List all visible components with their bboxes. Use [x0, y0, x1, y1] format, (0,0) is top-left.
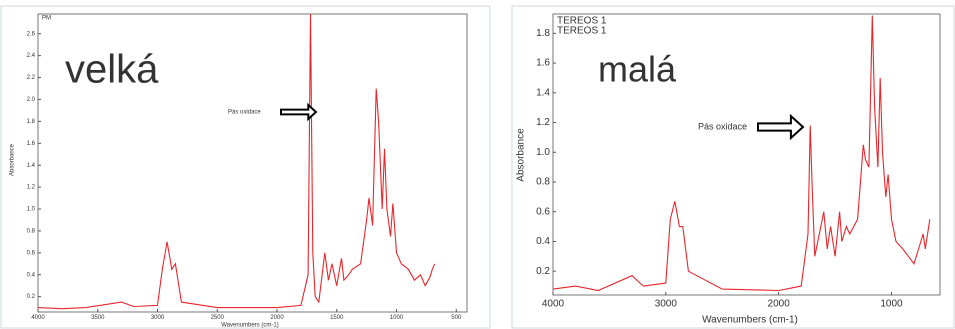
- legend-entry: TEREOS 1: [557, 26, 607, 37]
- x-tick-label: 3000: [655, 299, 678, 310]
- y-tick-label: 0.6: [536, 206, 550, 217]
- y-tick-label: 0.4: [536, 236, 550, 247]
- y-tick-label: 2.0: [27, 97, 36, 103]
- y-tick-label: 1.0: [536, 147, 550, 158]
- x-tick-label: 3500: [91, 315, 105, 321]
- legend-entry: TEREOS 1: [557, 16, 607, 27]
- y-tick-label: 0.2: [27, 294, 36, 300]
- legend-entry: PM: [42, 16, 51, 22]
- plot-frame: [37, 13, 468, 313]
- arrow: [280, 102, 318, 122]
- x-tick-label: 3000: [151, 315, 165, 321]
- x-tick-label: 1000: [880, 299, 903, 310]
- plot-frame: [552, 13, 941, 296]
- y-tick-label: 1.8: [536, 28, 550, 39]
- right-panel: [511, 5, 955, 329]
- y-tick-label: 0.6: [27, 250, 36, 256]
- y-tick-label: 1.6: [536, 58, 550, 69]
- x-tick-label: 1000: [390, 315, 404, 321]
- y-tick-label: 1.8: [27, 119, 36, 125]
- y-tick-label: 2.2: [27, 75, 36, 81]
- y-tick-label: 1.4: [27, 163, 36, 169]
- annotation: Pás oxidace: [228, 110, 261, 116]
- x-tick-label: 2000: [270, 315, 284, 321]
- annotation: velká: [65, 48, 159, 92]
- y-tick-label: 0.4: [27, 272, 36, 278]
- x-tick-label: 2000: [768, 299, 791, 310]
- y-tick-label: 0.2: [536, 266, 550, 277]
- annotation: malá: [598, 49, 677, 90]
- left-panel: [0, 5, 491, 329]
- y-tick-label: 1.2: [536, 117, 550, 128]
- y-tick-label: 0.8: [536, 177, 550, 188]
- x-axis-title: Wavenumbers (cm-1): [702, 315, 798, 326]
- y-axis-title: Absorbance: [10, 143, 16, 176]
- y-axis-title: Absorbance: [516, 128, 527, 182]
- x-tick-label: 1500: [330, 315, 344, 321]
- arrow: [757, 113, 805, 141]
- y-tick-label: 0.8: [27, 229, 36, 235]
- annotation: Pás oxidace: [698, 121, 747, 131]
- x-tick-label: 4000: [542, 299, 565, 310]
- y-tick-label: 1.4: [536, 87, 550, 98]
- y-tick-label: 2.6: [27, 31, 36, 37]
- y-tick-label: 1.6: [27, 141, 36, 147]
- x-tick-label: 2500: [211, 315, 225, 321]
- x-tick-label: 500: [451, 315, 462, 321]
- spectrum-line: [553, 15, 931, 292]
- y-tick-label: 1.2: [27, 185, 36, 191]
- y-tick-label: 2.4: [27, 53, 36, 59]
- x-axis-title: Wavenumbers (cm-1): [221, 323, 278, 329]
- y-tick-label: 1.0: [27, 207, 36, 213]
- spectrum-line: [38, 14, 436, 310]
- x-tick-label: 4000: [31, 315, 45, 321]
